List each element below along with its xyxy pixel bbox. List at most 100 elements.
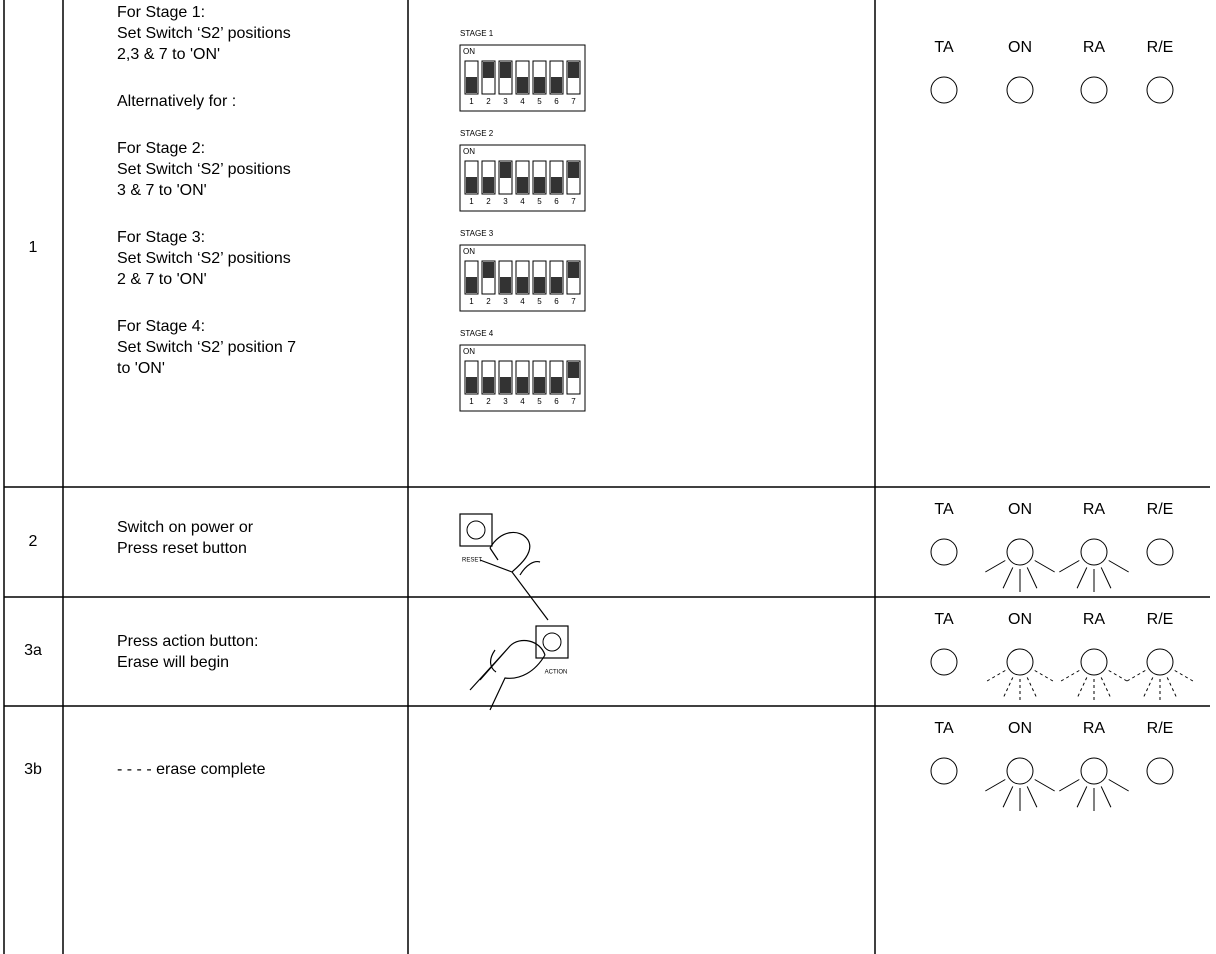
switch-position: 4: [520, 297, 525, 306]
instruction-text: Set Switch ‘S2’ positions: [117, 250, 291, 267]
led-ray: [1100, 677, 1112, 699]
switch-position: 1: [469, 397, 474, 406]
switch-position: 4: [520, 97, 525, 106]
instruction-text: For Stage 2:: [117, 140, 205, 157]
led-ray: [1059, 670, 1080, 683]
led-label: RA: [1083, 720, 1106, 737]
button-frame: [535, 625, 569, 659]
switch-lever: [483, 377, 494, 393]
led: [1146, 757, 1174, 785]
switch-position: 3: [503, 97, 508, 106]
switch-position: 5: [537, 97, 542, 106]
instruction-text: Press reset button: [117, 540, 247, 557]
led-label: ON: [1008, 720, 1032, 737]
led-ray: [1002, 677, 1014, 699]
switch-lever: [466, 277, 477, 293]
led-ray: [1034, 670, 1055, 683]
step-number: 1: [29, 239, 38, 256]
button-frame: [459, 513, 493, 547]
led-ray: [1142, 677, 1154, 699]
switch-lever: [500, 277, 511, 293]
led-ray: [1026, 677, 1038, 699]
led: [930, 76, 958, 104]
led-label: R/E: [1147, 39, 1174, 56]
led-label: TA: [934, 501, 954, 518]
switch-lever: [551, 77, 562, 93]
led-ray: [1002, 567, 1014, 589]
switch-lever: [568, 62, 579, 78]
led-ray: [1076, 677, 1088, 699]
led: [1006, 76, 1034, 104]
led-ray: [1034, 779, 1055, 792]
led-label: TA: [934, 611, 954, 628]
finger: [479, 531, 549, 621]
switch-lever: [483, 62, 494, 78]
switch-position: 1: [469, 297, 474, 306]
switch-lever: [551, 377, 562, 393]
led: [1006, 648, 1034, 676]
led-ray: [1166, 677, 1178, 699]
led-ray: [985, 560, 1006, 573]
switch-position: 5: [537, 297, 542, 306]
switch-position: 6: [554, 297, 559, 306]
instruction-text: Set Switch ‘S2’ positions: [117, 161, 291, 178]
button-label: ACTION: [545, 670, 568, 676]
switch-position: 7: [571, 397, 576, 406]
switch-lever: [568, 262, 579, 278]
instruction-text: 3 & 7 to 'ON': [117, 182, 207, 199]
led-ray: [1002, 786, 1014, 808]
switch-position: 3: [503, 297, 508, 306]
led-label: RA: [1083, 39, 1106, 56]
switch-position: 3: [503, 397, 508, 406]
led: [1146, 76, 1174, 104]
instruction-text: Set Switch ‘S2’ positions: [117, 25, 291, 42]
led: [930, 648, 958, 676]
instruction-text: Alternatively for :: [117, 93, 236, 110]
switch-on-label: ON: [463, 47, 475, 56]
led-label: TA: [934, 39, 954, 56]
switch-lever: [500, 377, 511, 393]
instruction-text: Switch on power or: [117, 519, 254, 536]
led: [930, 757, 958, 785]
led: [930, 538, 958, 566]
switch-position: 5: [537, 397, 542, 406]
switch-position: 2: [486, 97, 491, 106]
switch-on-label: ON: [463, 147, 475, 156]
switch-lever: [483, 177, 494, 193]
led-label: ON: [1008, 39, 1032, 56]
led-ray: [1034, 560, 1055, 573]
switch-on-label: ON: [463, 347, 475, 356]
step-number: 2: [29, 533, 38, 550]
switch-position: 7: [571, 297, 576, 306]
led: [1006, 757, 1034, 785]
instruction-text: Press action button:: [117, 633, 258, 650]
switch-position: 6: [554, 397, 559, 406]
switch-lever: [568, 162, 579, 178]
led-ray: [1100, 786, 1112, 808]
button: [542, 632, 562, 652]
instruction-text: Erase will begin: [117, 654, 229, 671]
led-label: RA: [1083, 611, 1106, 628]
switch-lever: [500, 62, 511, 78]
led-ray: [1026, 786, 1038, 808]
switch-position: 6: [554, 97, 559, 106]
led: [1006, 538, 1034, 566]
switch-position: 1: [469, 97, 474, 106]
switch-position: 4: [520, 397, 525, 406]
instruction-text: For Stage 1:: [117, 4, 205, 21]
led: [1080, 757, 1108, 785]
switch-position: 2: [486, 197, 491, 206]
switch-lever: [534, 77, 545, 93]
switch-lever: [517, 377, 528, 393]
led-ray: [1108, 670, 1129, 683]
instruction-text: For Stage 3:: [117, 229, 205, 246]
switch-position: 1: [469, 197, 474, 206]
switch-title: STAGE 1: [460, 29, 494, 38]
switch-lever: [534, 277, 545, 293]
switch-title: STAGE 4: [460, 329, 494, 338]
instruction-text: - - - - erase complete: [117, 761, 266, 778]
switch-position: 4: [520, 197, 525, 206]
switch-position: 2: [486, 397, 491, 406]
switch-lever: [500, 162, 511, 178]
